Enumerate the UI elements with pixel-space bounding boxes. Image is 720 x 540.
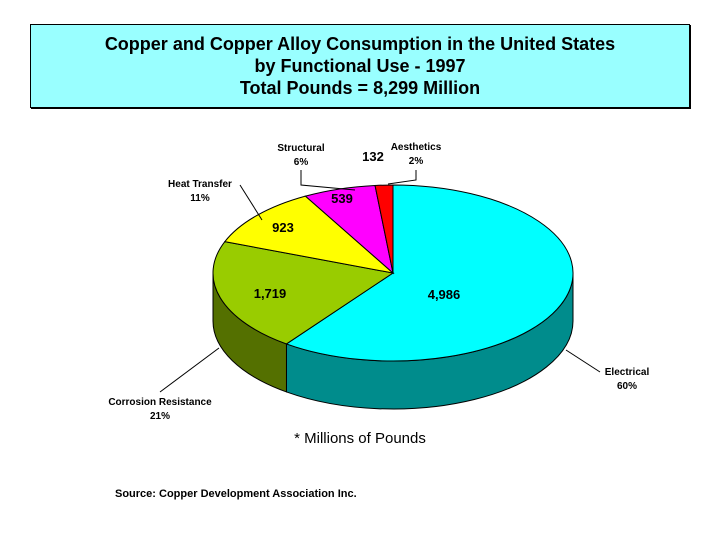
pie-slice-electrical — [285, 184, 574, 362]
leader-line-heat-transfer — [239, 184, 263, 221]
value-label-aesthetics: 132 — [362, 149, 384, 164]
percent-label-heat-transfer: 11% — [190, 193, 210, 204]
percent-label-electrical: 60% — [617, 381, 637, 392]
category-label-electrical: Electrical — [605, 367, 650, 378]
chart-title-line-3: Total Pounds = 8,299 Million — [239, 78, 481, 98]
percent-label-structural: 6% — [294, 157, 309, 168]
category-label-aesthetics: Aesthetics — [391, 142, 442, 153]
chart-title-line-1: Copper and Copper Alloy Consumption in t… — [104, 34, 616, 54]
category-label-corrosion-resistance: Corrosion Resistance — [108, 397, 212, 408]
leader-line-electrical — [565, 349, 601, 373]
pie-slice-corrosion-resistance — [212, 241, 395, 345]
category-label-heat-transfer: Heat Transfer — [168, 179, 232, 190]
leader-line-structural — [300, 170, 356, 191]
value-label-electrical: 4,986 — [428, 287, 461, 302]
value-label-heat-transfer: 923 — [272, 220, 294, 235]
pie-slice-heat-transfer — [223, 195, 395, 274]
chart-footnote: * Millions of Pounds — [294, 430, 426, 447]
leader-line-aesthetics — [387, 170, 417, 185]
chart-title-box: Copper and Copper Alloy Consumption in t… — [30, 24, 690, 108]
chart-source: Source: Copper Development Association I… — [115, 488, 357, 500]
percent-label-aesthetics: 2% — [409, 156, 424, 167]
value-label-corrosion-resistance: 1,719 — [254, 286, 287, 301]
pie-slice-aesthetics — [374, 184, 394, 274]
percent-label-corrosion-resistance: 21% — [150, 411, 170, 422]
category-label-structural: Structural — [277, 143, 324, 154]
chart-title-line-2: by Functional Use - 1997 — [254, 56, 466, 76]
leader-line-corrosion-resistance — [159, 347, 220, 393]
value-label-structural: 539 — [331, 191, 353, 206]
